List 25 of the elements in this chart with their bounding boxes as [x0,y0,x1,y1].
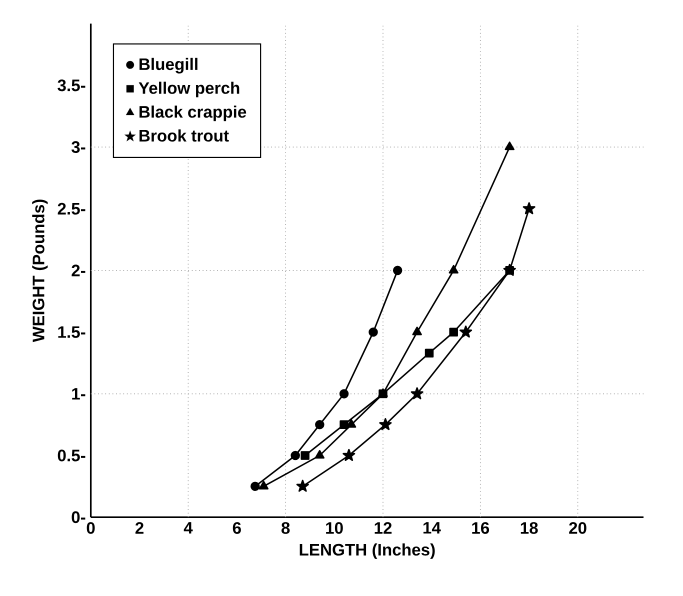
legend-label: Black crappie [140,106,246,122]
x-tick-label: 14 [423,522,441,534]
x-axis-title: LENGTH (Inches) [300,543,435,559]
legend-label: Brook trout [140,129,229,142]
y-tick-label: 3.5- [58,79,86,92]
y-tick-label: 3- [71,141,86,153]
x-tick-label: 16 [472,522,490,534]
x-tick-label: 18 [520,522,538,534]
x-tick-label: 8 [281,522,290,534]
y-tick-label: 0.5- [58,450,86,462]
y-tick-label: 2.5- [58,202,86,215]
y-tick-label: 2- [72,264,86,276]
legend-label: Yellow perch [138,82,240,98]
x-tick-label: 20 [569,522,586,534]
x-tick-label: 4 [184,522,193,534]
legend-label: Bluegill [140,58,198,74]
x-tick-label: 0 [86,522,95,534]
y-tick-label: 1- [72,388,86,400]
x-tick-label: 6 [232,522,241,534]
y-axis-title: WEIGHT (Pounds) [32,200,48,342]
y-tick-label: 0- [72,511,86,523]
x-tick-label: 10 [326,522,343,534]
x-tick-label: 12 [374,522,392,534]
x-tick-label: 2 [135,522,144,534]
y-tick-label: 1.5- [58,326,86,338]
